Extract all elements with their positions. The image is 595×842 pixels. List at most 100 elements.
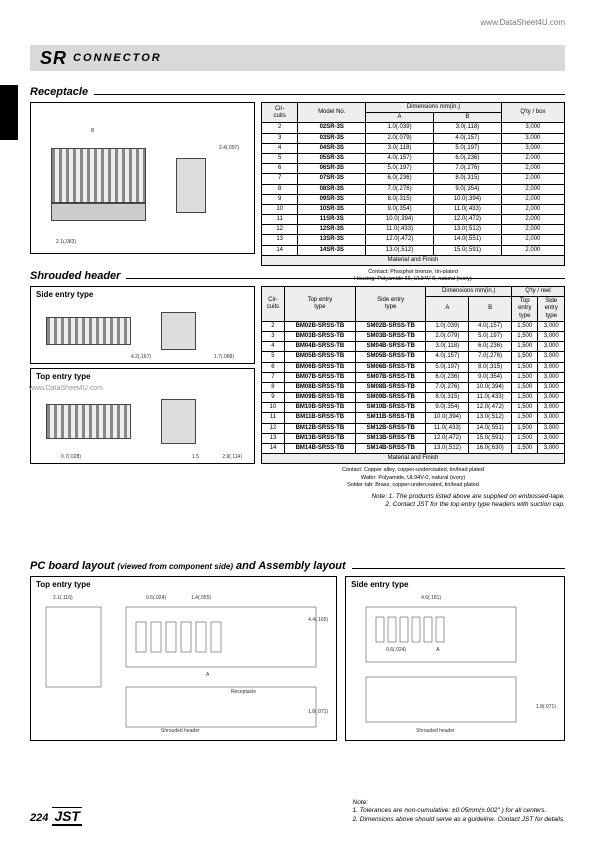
cell: 1,500 <box>512 423 538 433</box>
th-dims: Dimensions mm(in.) <box>426 287 512 297</box>
cell: BM08B-SRSS-TB <box>284 382 355 392</box>
cell: 04SR-3S <box>298 143 366 153</box>
cell: 10 <box>262 204 298 214</box>
cell: 2 <box>262 321 285 331</box>
table-row: 505SR-3S4.0(.157)6.0(.236)2,000 <box>262 153 565 163</box>
cell: 5.0(.197) <box>426 362 469 372</box>
cell: 5 <box>262 153 298 163</box>
table-row: 3BM03B-SRSS-TBSM03B-SRSS-TB2.0(.079)5.0(… <box>262 331 565 341</box>
pcb-heading-a: PC board layout <box>30 560 114 572</box>
cell: 13 <box>262 235 298 245</box>
dim-w: 2.4(.097) <box>219 145 239 151</box>
table-row: 6BM06B-SRSS-TBSM06B-SRSS-TB5.0(.197)8.0(… <box>262 362 565 372</box>
cell: 1,500 <box>512 382 538 392</box>
cell: BM02B-SRSS-TB <box>284 321 355 331</box>
cell: 12.0(.472) <box>433 215 501 225</box>
shrouded-note: Note: 1. The products listed above are s… <box>261 493 565 510</box>
page-number: 224 <box>30 812 48 824</box>
cell: 8.0(.315) <box>469 362 512 372</box>
cell: 7.0(.276) <box>426 382 469 392</box>
th-qside: Sideentrytype <box>538 297 565 322</box>
table-row: 707SR-3S6.0(.236)8.0(.315)2,000 <box>262 174 565 184</box>
table-row: 202SR-3S1.0(.039)3.0(.118)3,000 <box>262 123 565 133</box>
cell: 12.0(.472) <box>469 403 512 413</box>
cell: 12 <box>262 423 285 433</box>
cell: 14.0(.551) <box>469 423 512 433</box>
receptacle-table: Cir-cuits Model No. Dimensions mm(in.) Q… <box>261 102 565 266</box>
cell: 1,500 <box>512 362 538 372</box>
cell: 3,000 <box>538 342 565 352</box>
cell: BM03B-SRSS-TB <box>284 331 355 341</box>
cell: 10.0(.394) <box>433 194 501 204</box>
table-row: 909SR-3S8.0(.315)10.0(.394)2,000 <box>262 194 565 204</box>
table-row: 14BM14B-SRSS-TBSM14B-SRSS-TB13.0(.512)16… <box>262 444 565 454</box>
cell: 4.0(.157) <box>426 352 469 362</box>
dim-b: B <box>91 128 94 134</box>
shrouded-table: Cir-cuits Top entrytype Side entrytype D… <box>261 286 565 464</box>
cell: 8 <box>262 184 298 194</box>
shrouded-top-drawing: Top entry type www.DataSheet4U.com 0.7(.… <box>30 368 255 464</box>
cell: 10SR-3S <box>298 204 366 214</box>
pcb-side-drawing: Side entry type 4.6(.181) 0.6(.024) A 1.… <box>345 576 565 741</box>
table-row: 13BM13B-SRSS-TBSM13B-SRSS-TB12.0(.472)15… <box>262 433 565 443</box>
cell: 1,500 <box>512 403 538 413</box>
dim: 4.6(.181) <box>421 595 441 601</box>
cell: 2,000 <box>501 225 564 235</box>
cell: 8.0(.315) <box>426 393 469 403</box>
table-row: 808SR-3S7.0(.276)9.0(.354)2,000 <box>262 184 565 194</box>
cell: 9 <box>262 393 285 403</box>
cell: 05SR-3S <box>298 153 366 163</box>
cell: 3,000 <box>538 382 565 392</box>
table-row: 1111SR-3S10.0(.394)12.0(.472)2,000 <box>262 215 565 225</box>
title-main: SR <box>40 48 67 69</box>
dim: 0.6(.024) <box>386 647 406 653</box>
table-row: 10BM10B-SRSS-TBSM10B-SRSS-TB9.0(.354)12.… <box>262 403 565 413</box>
material-label: Material and Finish <box>262 255 565 265</box>
jst-logo: JST <box>52 807 82 826</box>
cell: 13SR-3S <box>298 235 366 245</box>
cell: 3,000 <box>538 423 565 433</box>
table-row: 9BM09B-SRSS-TBSM09B-SRSS-TB8.0(.315)11.0… <box>262 393 565 403</box>
cell: 3,000 <box>538 321 565 331</box>
cell: 2 <box>262 123 298 133</box>
cell: SM08B-SRSS-TB <box>355 382 426 392</box>
cell: SM10B-SRSS-TB <box>355 403 426 413</box>
cell: 16.0(.630) <box>469 444 512 454</box>
cell: SM07B-SRSS-TB <box>355 372 426 382</box>
dim: 2.9(.114) <box>222 454 242 460</box>
cell: 1,500 <box>512 413 538 423</box>
cell: 11 <box>262 215 298 225</box>
table-row: 1414SR-3S13.0(.512)15.0(.591)2,000 <box>262 245 565 255</box>
cell: 2,000 <box>501 215 564 225</box>
cell: 1,500 <box>512 342 538 352</box>
divider <box>126 278 565 279</box>
cell: SM11B-SRSS-TB <box>355 413 426 423</box>
cell: 1.0(.039) <box>366 123 434 133</box>
cell: 6 <box>262 362 285 372</box>
cell: 7 <box>262 372 285 382</box>
cell: 13.0(.512) <box>426 444 469 454</box>
th-circuits: Cir-cuits <box>262 103 298 123</box>
dim: A <box>206 672 209 678</box>
cell: 10.0(.394) <box>366 215 434 225</box>
cell: 3,000 <box>538 352 565 362</box>
shrouded-heading: Shrouded header <box>30 270 120 282</box>
cell: 5.0(.197) <box>469 331 512 341</box>
th-b: B <box>433 113 501 123</box>
cell: 2,000 <box>501 235 564 245</box>
cell: 11.0(.433) <box>469 393 512 403</box>
dim: 1.7(.068) <box>214 354 234 360</box>
cell: 7 <box>262 174 298 184</box>
cell: 5.0(.197) <box>433 143 501 153</box>
section-receptacle: Receptacle B 2.4(.097) 2.1(.083) Cir-cui… <box>30 86 565 283</box>
dim-h: 2.1(.083) <box>56 239 76 245</box>
cell: 6.0(.236) <box>433 153 501 163</box>
pcb-heading-mid: (viewed from component side) <box>117 562 233 571</box>
receptacle-drawing: B 2.4(.097) 2.1(.083) <box>30 102 255 254</box>
th-qty: Q'ty / reel <box>512 287 565 297</box>
dim: A <box>436 647 439 653</box>
cell: 7.0(.276) <box>433 164 501 174</box>
cell: 9 <box>262 194 298 204</box>
table-row: 606SR-3S5.0(.197)7.0(.276)2,000 <box>262 164 565 174</box>
cell: 10 <box>262 403 285 413</box>
